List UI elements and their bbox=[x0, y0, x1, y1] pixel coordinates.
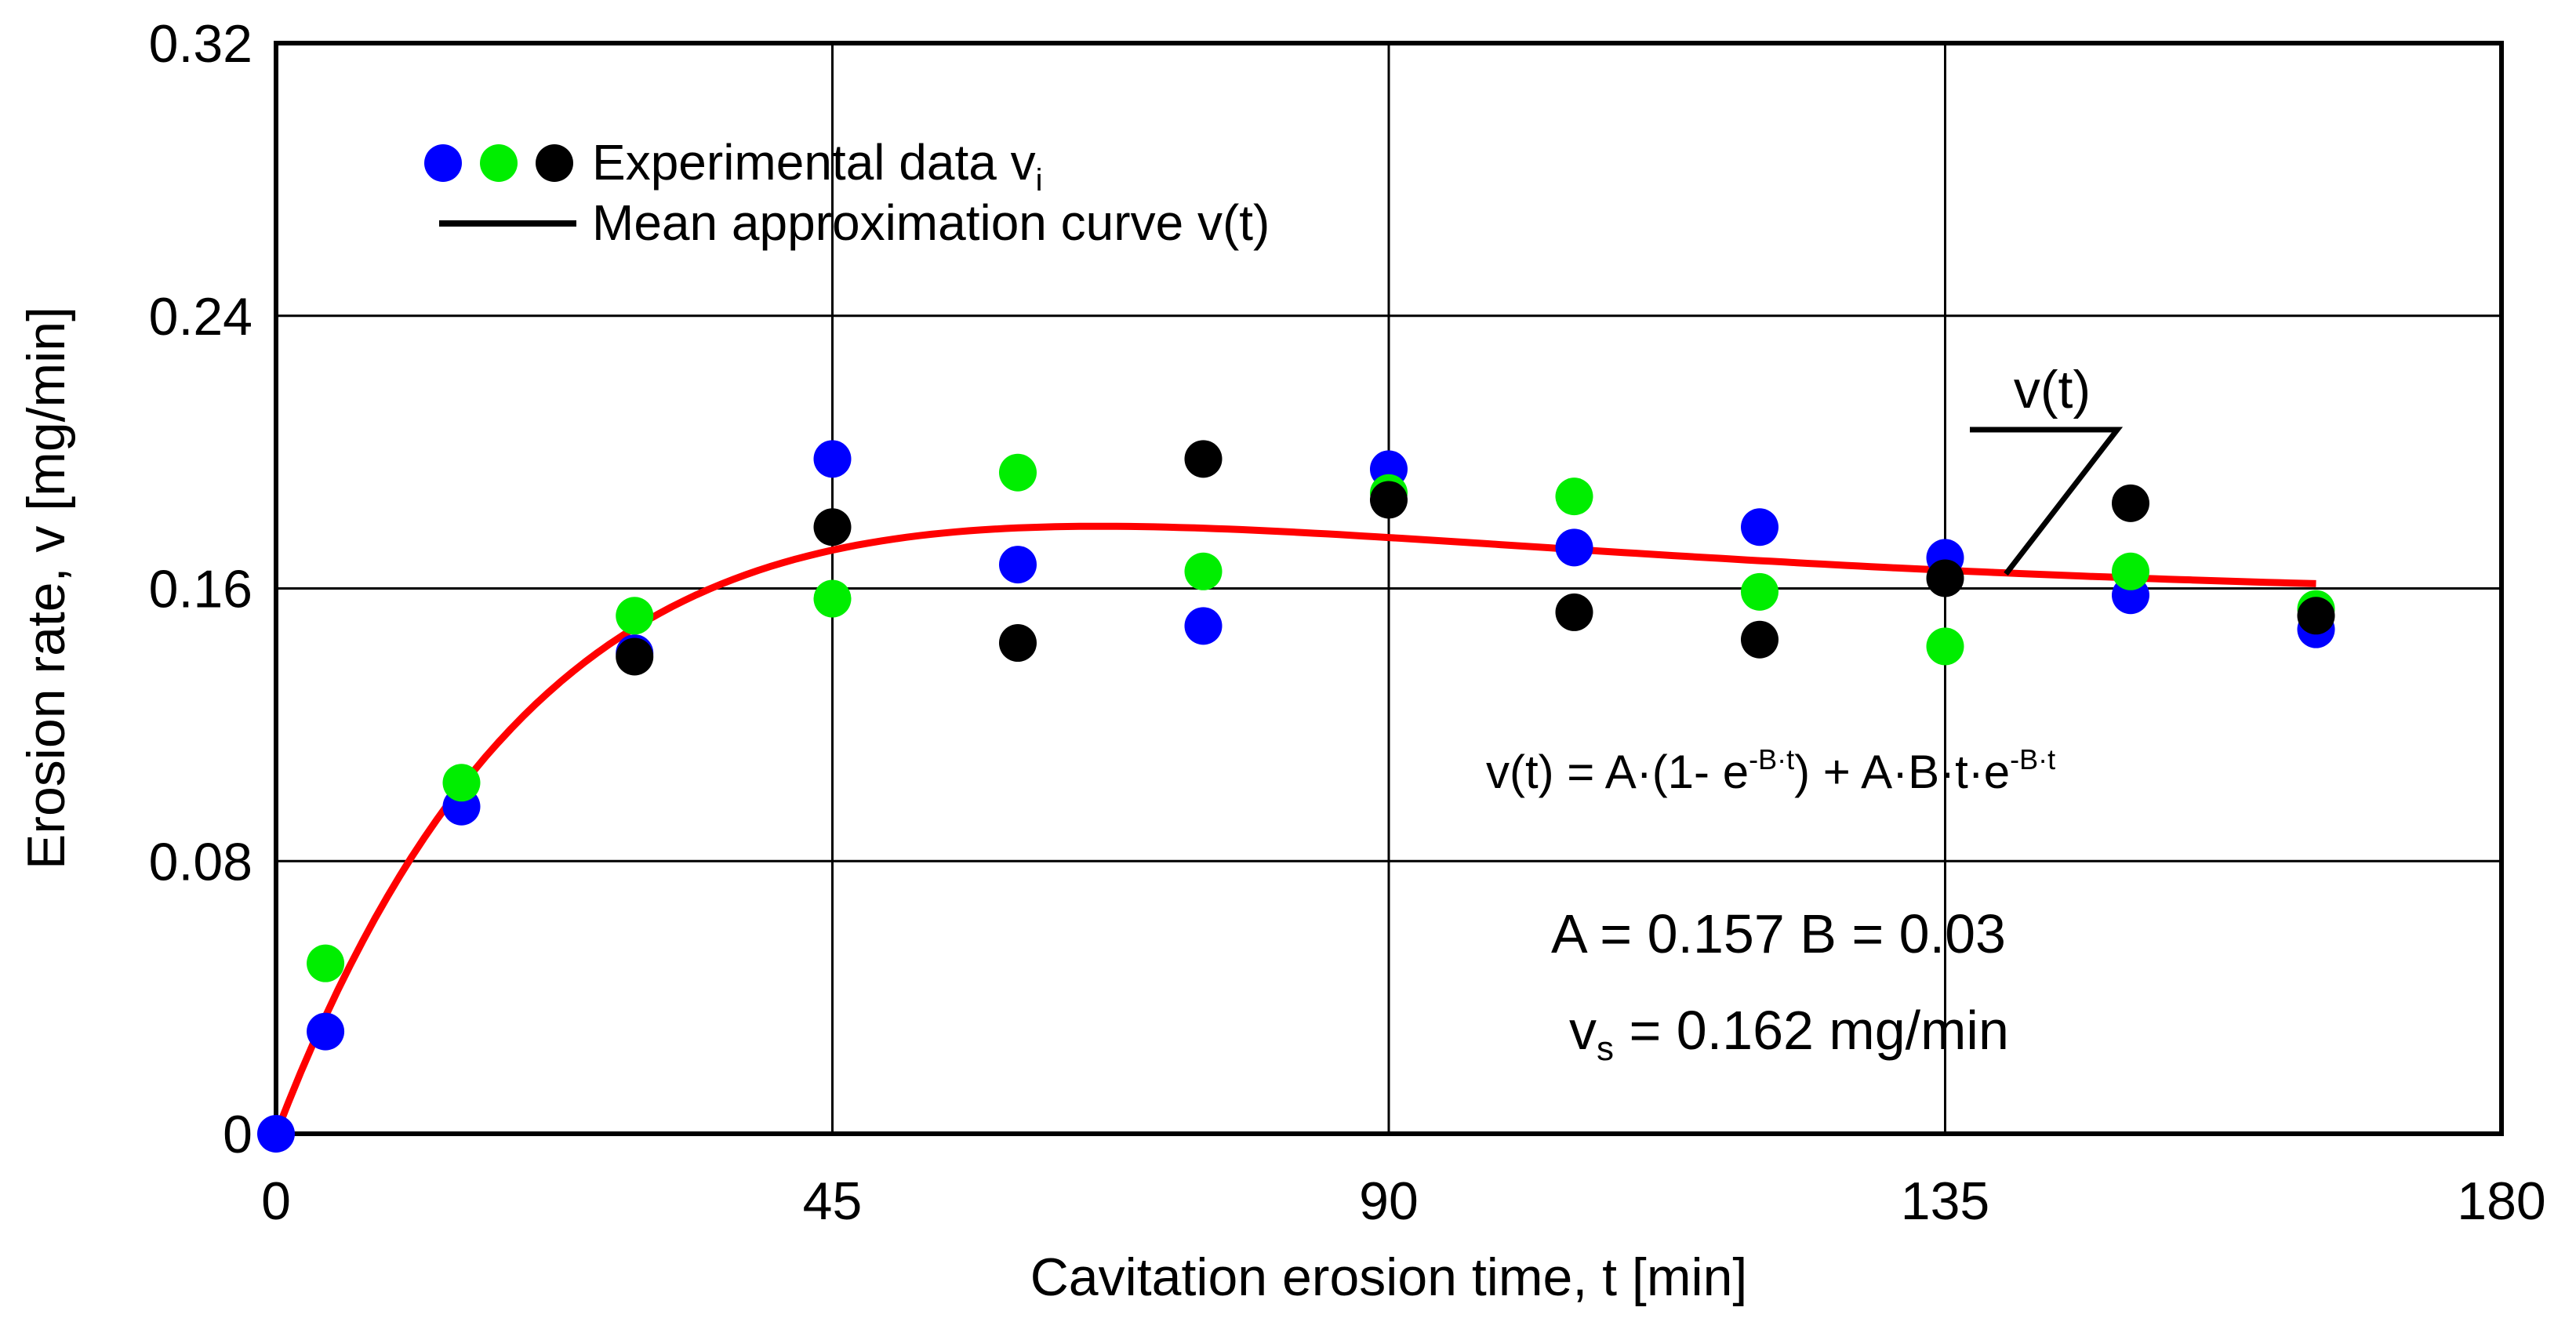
x-tick-label: 180 bbox=[2457, 1171, 2545, 1231]
y-axis-label: Erosion rate, v [mg/min] bbox=[16, 307, 76, 870]
legend-scatter-label-text: Experimental data v bbox=[592, 134, 1036, 191]
y-tick-label: 0.32 bbox=[149, 14, 253, 74]
data-point bbox=[1555, 528, 1593, 567]
legend-line-label: Mean approximation curve v(t) bbox=[592, 194, 1270, 251]
data-point bbox=[2297, 597, 2335, 635]
legend-marker-blue bbox=[424, 144, 462, 182]
legend-scatter-subscript: i bbox=[1036, 163, 1043, 198]
formula-mid: ) + A·B·t·e bbox=[1794, 746, 2010, 798]
data-point bbox=[257, 1115, 295, 1153]
data-point bbox=[1370, 481, 1408, 519]
data-point bbox=[999, 546, 1037, 584]
axis-ticks: 0 45 90 135 180 0 0.08 0.16 0.24 0.32 bbox=[149, 14, 2546, 1231]
legend: Experimental data vi Mean approximation … bbox=[424, 134, 1270, 251]
x-tick-label: 45 bbox=[803, 1171, 863, 1231]
data-point bbox=[999, 453, 1037, 492]
legend-scatter-label: Experimental data vi bbox=[592, 134, 1043, 198]
steady-rate-text: vs = 0.162 mg/min bbox=[1569, 1000, 2009, 1068]
x-axis-label: Cavitation erosion time, t [min] bbox=[1030, 1247, 1748, 1307]
legend-marker-green bbox=[480, 144, 518, 182]
data-point bbox=[1926, 559, 1964, 597]
data-point bbox=[999, 624, 1037, 663]
x-tick-label: 135 bbox=[1901, 1171, 1989, 1231]
y-tick-label: 0.16 bbox=[149, 560, 253, 619]
y-tick-label: 0 bbox=[223, 1105, 253, 1164]
params-text: A = 0.157 B = 0.03 bbox=[1551, 903, 2006, 964]
curve-label-leader bbox=[1970, 427, 2124, 576]
data-point bbox=[1184, 440, 1223, 478]
data-point bbox=[307, 1012, 345, 1051]
data-point bbox=[442, 764, 481, 802]
data-points bbox=[257, 440, 2335, 1153]
approximation-curve-line bbox=[272, 522, 2316, 1135]
plot-area-frame bbox=[274, 41, 2504, 1136]
formula-exp-1: -B·t bbox=[1749, 743, 1794, 775]
data-point bbox=[813, 579, 852, 618]
y-tick-label: 0.24 bbox=[149, 287, 253, 347]
data-point bbox=[1555, 593, 1593, 631]
curve-label-text: v(t) bbox=[2014, 360, 2091, 419]
data-point bbox=[2112, 552, 2149, 590]
legend-marker-black bbox=[536, 144, 573, 182]
curve-label-annotation: v(t) bbox=[1970, 360, 2124, 576]
data-point bbox=[1555, 477, 1593, 516]
steady-rate-subscript: s bbox=[1597, 1029, 1614, 1068]
data-point bbox=[1926, 627, 1964, 666]
formula-exp-2: -B·t bbox=[2010, 743, 2055, 775]
x-tick-label: 0 bbox=[261, 1171, 291, 1231]
steady-rate-value: = 0.162 mg/min bbox=[1614, 1000, 2009, 1061]
data-point bbox=[616, 637, 654, 676]
formula-lhs: v(t) = A·(1- e bbox=[1486, 746, 1749, 798]
approximation-curve bbox=[272, 522, 2316, 1135]
x-tick-label: 90 bbox=[1359, 1171, 1419, 1231]
data-point bbox=[813, 440, 852, 478]
data-point bbox=[2112, 484, 2149, 522]
steady-rate-symbol: v bbox=[1569, 1000, 1597, 1061]
y-tick-label: 0.08 bbox=[149, 832, 253, 891]
grid-lines bbox=[276, 43, 2502, 1134]
data-point bbox=[1741, 508, 1778, 546]
data-point bbox=[813, 508, 852, 546]
formula-text: v(t) = A·(1- e-B·t) + A·B·t·e-B·t bbox=[1486, 743, 2055, 798]
data-point bbox=[1741, 620, 1778, 659]
data-point bbox=[1184, 552, 1223, 590]
data-point bbox=[616, 597, 654, 635]
data-point bbox=[1184, 607, 1223, 645]
data-point bbox=[307, 944, 345, 982]
data-point bbox=[1741, 572, 1778, 611]
